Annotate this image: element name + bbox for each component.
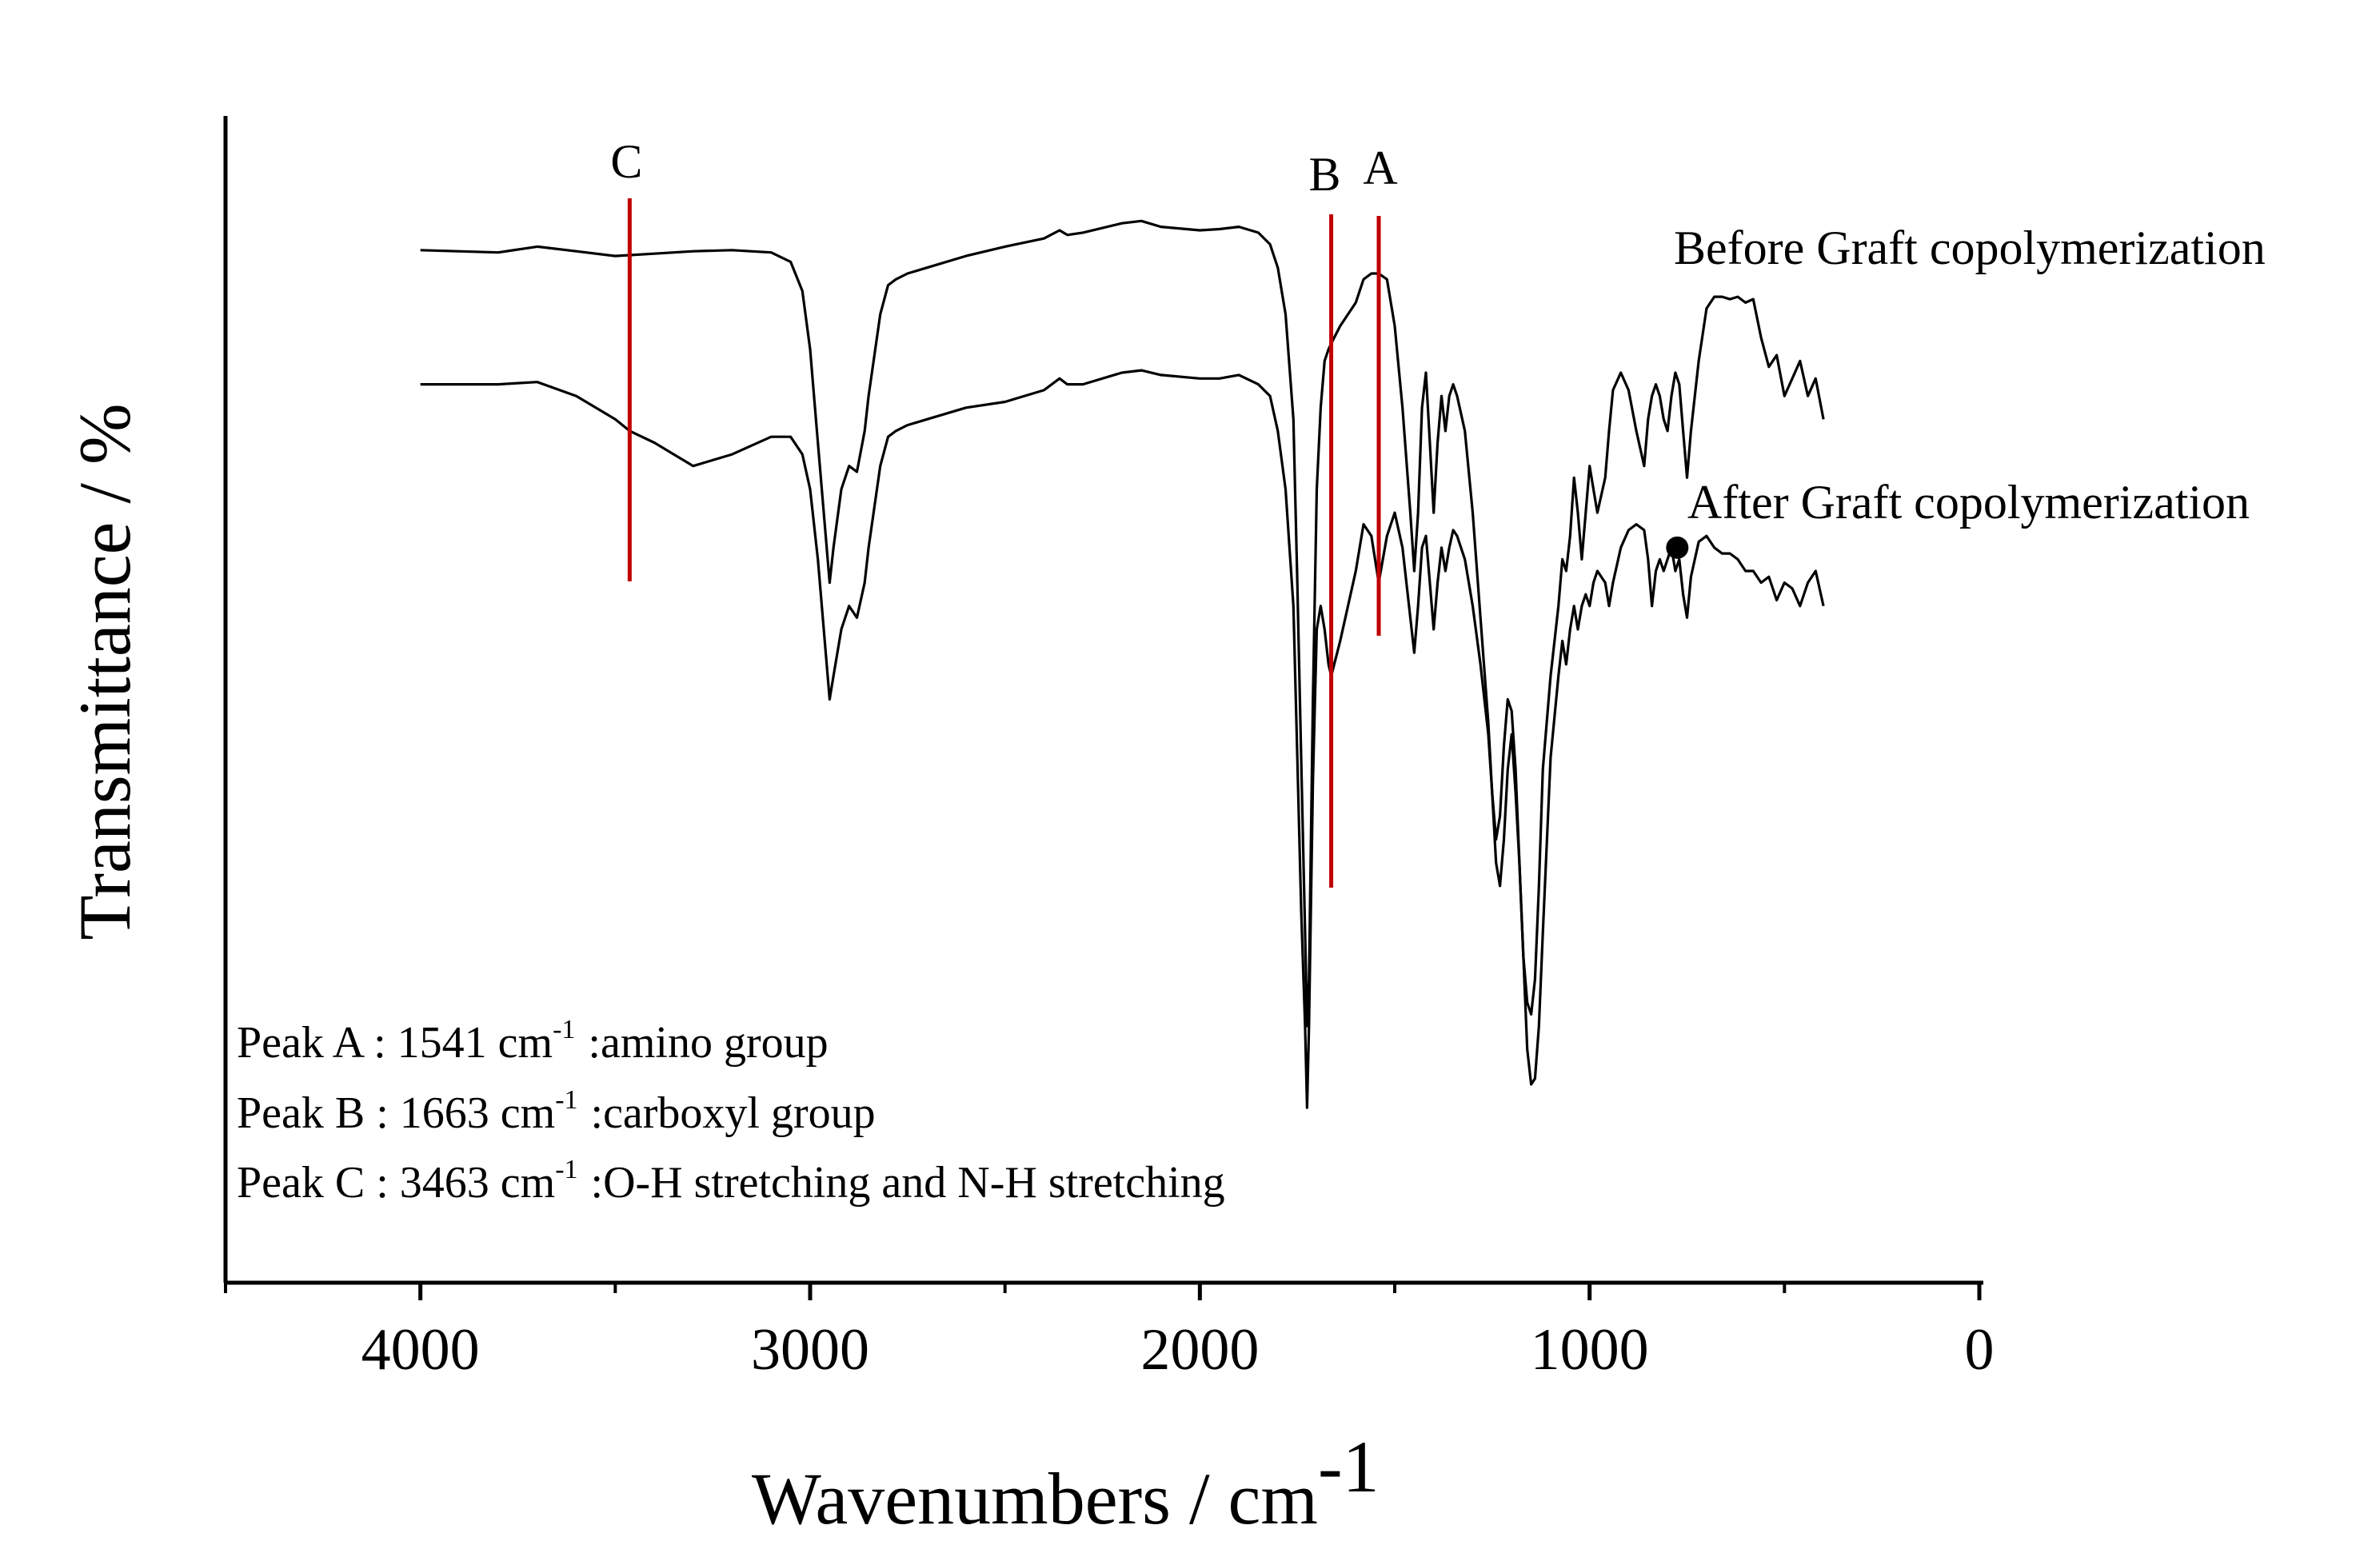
annotation-description: :amino group [588,1018,828,1068]
y-axis-title: Transmittance / % [64,403,146,940]
x-axis-title-main: Wavenumbers / cm [752,1458,1318,1539]
series-label-after: After Graft copolymerization [1687,476,2250,529]
peak-label-b: B [1309,148,1341,201]
x-axis-title-superscript: -1 [1318,1426,1380,1507]
annotation-description: :O-H stretching and N-H stretching [591,1158,1225,1208]
x-tick-label: 2000 [1140,1317,1259,1383]
x-tick-label: 3000 [751,1317,869,1383]
series-label-before: Before Graft copolymerization [1674,222,2266,274]
series-line-before [420,219,1825,1028]
annotation-superscript: -1 [555,1085,577,1115]
annotation-peak: Peak A : 1541 cm [237,1018,553,1068]
annotation-superscript: -1 [553,1015,575,1044]
annotation-line: Peak C : 3463 cm-1 :O-H stretching and N-… [237,1155,1225,1208]
peak-markers: AB C [610,135,1398,888]
series-layer [420,219,1825,1109]
peak-label-a: A [1363,142,1397,194]
x-tick-label: 1000 [1531,1317,1649,1383]
x-axis-title: Wavenumbers / cm-1 [752,1426,1380,1539]
legend-dot [1666,536,1689,559]
series-line-after [420,369,1825,1109]
x-axis-ticks [224,1283,1982,1300]
annotation-description: :carboxyl group [591,1088,876,1138]
annotation-line: Peak B : 1663 cm-1 :carboxyl group [237,1085,876,1138]
annotation-peak: Peak C : 3463 cm [237,1158,555,1208]
annotation-peak: Peak B : 1663 cm [237,1088,555,1138]
annotation-superscript: -1 [555,1155,577,1184]
x-tick-label: 0 [1965,1317,1995,1383]
x-axis-tick-labels: 4000 3000 2000 1000 0 [361,1317,1995,1383]
peak-label-c: C [610,135,642,188]
annotation-line: Peak A : 1541 cm-1 :amino group [237,1015,829,1068]
x-tick-label: 4000 [361,1317,480,1383]
